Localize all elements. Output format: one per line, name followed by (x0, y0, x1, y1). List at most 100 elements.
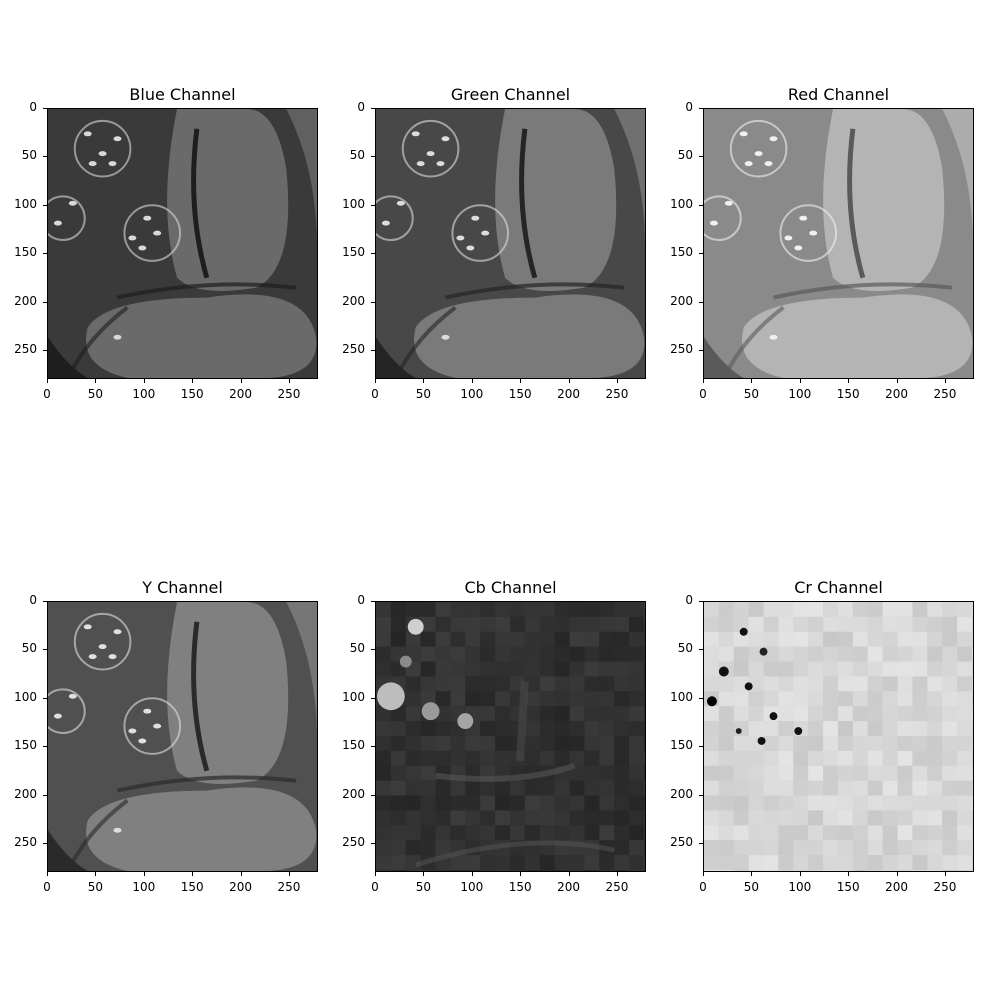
x-tick-mark (568, 872, 570, 876)
y-tick-mark (699, 649, 703, 651)
y-tick-label: 100 (14, 196, 37, 211)
y-tick-mark (43, 204, 47, 206)
y-tick-label: 200 (342, 786, 365, 801)
x-tick-mark (616, 872, 618, 876)
y-tick-label: 200 (342, 293, 365, 308)
x-tick-mark (192, 872, 194, 876)
y-tick-label: 100 (342, 689, 365, 704)
x-tick-mark (848, 379, 850, 383)
channel-panel: Red Channel 0 50 100 150 200 250 0 50 100 150 200 25… (670, 85, 974, 401)
y-tick-mark (371, 649, 375, 651)
x-tick-label: 0 (699, 880, 707, 894)
y-tick-mark (371, 108, 375, 109)
y-tick-label: 200 (14, 786, 37, 801)
x-tick-label: 150 (508, 880, 532, 894)
y-tick-label: 0 (685, 100, 693, 114)
x-tick-mark (423, 872, 425, 876)
channel-panel: Green Channel 0 50 100 150 200 250 0 50 100 150 200… (342, 85, 646, 401)
y-tick-mark (371, 842, 375, 844)
x-tick-label: 100 (460, 387, 484, 401)
x-tick-label: 0 (43, 387, 51, 401)
x-tick-mark (751, 872, 753, 876)
y-tick-mark (371, 156, 375, 158)
x-tick-label: 100 (788, 880, 812, 894)
y-tick-mark (371, 601, 375, 602)
y-tick-mark (371, 349, 375, 351)
y-tick-label: 150 (670, 245, 693, 260)
y-tick-label: 250 (670, 834, 693, 849)
x-tick-mark (616, 379, 618, 383)
x-tick-label: 100 (788, 387, 812, 401)
x-tick-label: 50 (87, 387, 104, 401)
y-tick-mark (43, 253, 47, 255)
x-tick-label: 150 (508, 387, 532, 401)
y-tick-mark (43, 301, 47, 303)
x-tick-mark (423, 379, 425, 383)
channel-panel: Y Channel 0 50 100 150 200 250 0 50 100 150 200 250 (14, 578, 318, 894)
x-tick-label: 0 (43, 880, 51, 894)
y-tick-label: 150 (14, 738, 37, 753)
y-tick-label: 50 (677, 148, 693, 163)
y-tick-label: 250 (342, 341, 365, 356)
x-tick-mark (751, 379, 753, 383)
x-tick-label: 100 (132, 880, 156, 894)
y-tick-mark (371, 794, 375, 796)
y-tick-mark (43, 156, 47, 158)
y-tick-label: 150 (342, 245, 365, 260)
channel-image (375, 601, 646, 872)
x-tick-mark (944, 379, 946, 383)
y-tick-mark (699, 601, 703, 602)
x-tick-mark (520, 872, 522, 876)
y-tick-mark (371, 746, 375, 748)
x-tick-mark (520, 379, 522, 383)
y-tick-label: 50 (21, 148, 37, 163)
y-tick-mark (43, 794, 47, 796)
x-tick-mark (143, 379, 145, 383)
x-tick-mark (944, 872, 946, 876)
y-tick-mark (699, 746, 703, 748)
y-tick-label: 100 (670, 689, 693, 704)
x-tick-label: 250 (933, 387, 957, 401)
x-tick-mark (143, 872, 145, 876)
y-tick-mark (43, 349, 47, 351)
x-tick-mark (703, 379, 704, 383)
y-tick-label: 200 (670, 786, 693, 801)
x-tick-label: 200 (885, 387, 909, 401)
x-tick-label: 50 (87, 880, 104, 894)
y-tick-mark (43, 601, 47, 602)
x-tick-label: 250 (277, 880, 301, 894)
x-tick-label: 50 (743, 880, 760, 894)
y-tick-label: 100 (342, 196, 365, 211)
channel-image (703, 601, 974, 872)
panel-title: Green Channel (450, 85, 571, 104)
y-tick-label: 200 (670, 293, 693, 308)
x-tick-mark (375, 872, 376, 876)
panel-title: Blue Channel (129, 85, 236, 104)
x-tick-label: 50 (415, 880, 432, 894)
x-tick-label: 0 (371, 880, 379, 894)
y-tick-label: 50 (21, 641, 37, 656)
y-tick-mark (371, 204, 375, 206)
x-tick-mark (471, 872, 473, 876)
x-tick-label: 250 (605, 880, 629, 894)
x-tick-label: 150 (180, 880, 204, 894)
x-tick-label: 0 (699, 387, 707, 401)
panel-title: Red Channel (787, 85, 890, 104)
x-tick-mark (95, 379, 97, 383)
x-tick-label: 150 (836, 387, 860, 401)
x-tick-mark (703, 872, 704, 876)
y-tick-label: 250 (342, 834, 365, 849)
y-tick-label: 150 (670, 738, 693, 753)
x-tick-mark (95, 872, 97, 876)
x-tick-label: 150 (836, 880, 860, 894)
x-tick-mark (896, 872, 898, 876)
y-tick-mark (43, 108, 47, 109)
y-tick-mark (371, 253, 375, 255)
x-tick-mark (240, 379, 242, 383)
x-tick-mark (471, 379, 473, 383)
y-tick-label: 150 (342, 738, 365, 753)
channel-image (47, 108, 318, 379)
y-tick-mark (699, 253, 703, 255)
panel-title: Cr Channel (794, 578, 883, 597)
y-tick-mark (699, 697, 703, 699)
